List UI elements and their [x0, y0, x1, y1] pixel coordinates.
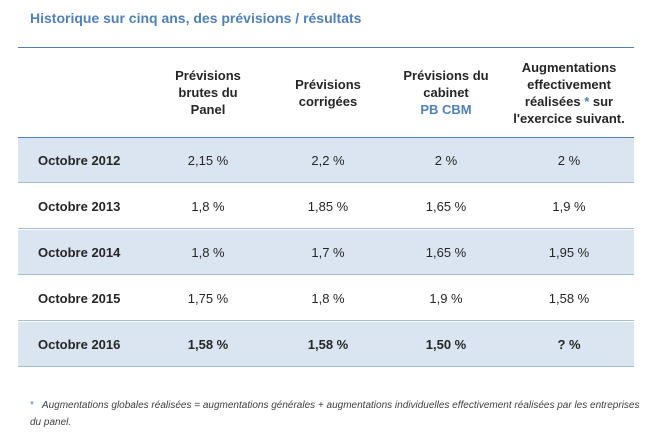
- cell-value: 1,75 %: [187, 291, 229, 306]
- cabinet-name: PB CBM: [420, 102, 472, 117]
- cell-value: 2 %: [434, 153, 458, 168]
- table-header: Prévisions brutes du Panel Prévisions co…: [18, 48, 634, 137]
- cell-value: 2 %: [557, 153, 581, 168]
- row-label: Octobre 2012: [38, 153, 121, 168]
- row-separator: [18, 320, 634, 321]
- header-previsions-corrigees: Prévisions corrigées: [295, 76, 361, 109]
- table-row: Octobre 2012 2,15 % 2,2 % 2 % 2 %: [18, 138, 634, 183]
- cell-value: 1,65 %: [425, 245, 467, 260]
- cell-value: 1,8 %: [311, 291, 345, 306]
- row-separator: [18, 228, 634, 229]
- cell-value: 2,15 %: [187, 153, 229, 168]
- row-label: Octobre 2013: [38, 199, 121, 214]
- page-title: Historique sur cinq ans, des prévisions …: [30, 10, 362, 26]
- cell-value: 1,9 %: [429, 291, 463, 306]
- cell-value: 1,65 %: [425, 199, 467, 214]
- row-separator: [18, 182, 634, 183]
- header-previsions-brutes: Prévisions brutes du Panel: [175, 68, 241, 117]
- row-label: Octobre 2015: [38, 291, 121, 306]
- cell-value: 2,2 %: [311, 153, 345, 168]
- row-separator: [18, 274, 634, 275]
- table-row: Octobre 2013 1,8 % 1,85 % 1,65 % 1,9 %: [18, 184, 634, 229]
- header-augmentations-realisees: Augmentations effectivement réalisées * …: [513, 59, 625, 126]
- row-label: Octobre 2016: [38, 337, 121, 352]
- table-row: Octobre 2015 1,75 % 1,8 % 1,9 % 1,58 %: [18, 276, 634, 321]
- cell-value: 1,58 %: [187, 337, 229, 352]
- header-previsions-cabinet: Prévisions du cabinet PB CBM: [403, 68, 489, 117]
- table-row: Octobre 2014 1,8 % 1,7 % 1,65 % 1,95 %: [18, 230, 634, 275]
- cell-value: 1,50 %: [425, 337, 467, 352]
- cell-value: 1,95 %: [548, 245, 590, 260]
- cell-value: 1,7 %: [311, 245, 345, 260]
- cell-value: 1,58 %: [307, 337, 349, 352]
- cell-value: 1,9 %: [552, 199, 586, 214]
- row-label: Octobre 2014: [38, 245, 121, 260]
- table-row: Octobre 2016 1,58 % 1,58 % 1,50 % ? %: [18, 322, 634, 367]
- cell-value: 1,8 %: [191, 199, 225, 214]
- header-bottom-rule: [18, 137, 634, 138]
- table-top-rule: [18, 47, 634, 48]
- cell-value: 1,58 %: [548, 291, 590, 306]
- row-separator: [18, 366, 634, 367]
- footnote: * Augmentations globales réalisées = augm…: [30, 397, 640, 431]
- cell-value: 1,85 %: [307, 199, 349, 214]
- footnote-text: Augmentations globales réalisées = augme…: [30, 400, 640, 428]
- footnote-star: *: [30, 400, 34, 411]
- cell-value: ? %: [557, 337, 581, 352]
- cell-value: 1,8 %: [191, 245, 225, 260]
- footnote-marker: *: [584, 93, 590, 109]
